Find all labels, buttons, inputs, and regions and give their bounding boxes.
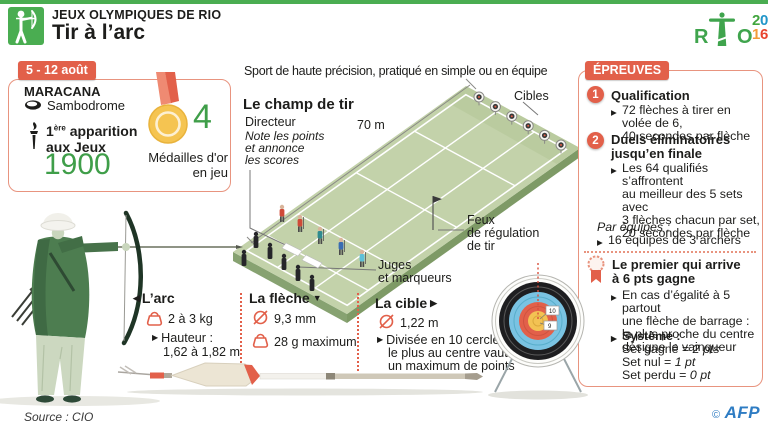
afp-wordmark: AFP (724, 403, 761, 422)
page-title: Tir à l’arc (52, 21, 146, 44)
bow-height-label: Hauteur : (152, 331, 213, 345)
director-note-1: Note les points (245, 129, 325, 143)
judge-figures (241, 231, 315, 291)
lights-label-2: de régulation (467, 226, 540, 240)
logo-letter-o: O (737, 26, 753, 48)
source-credit: Source : CIO (24, 410, 94, 424)
events-badge: ÉPREUVES (585, 61, 670, 80)
copyright-symbol: © (712, 409, 721, 421)
winner-rule-1: Le premier qui arrive (612, 257, 741, 272)
first-appearance-line2: aux Jeux (46, 139, 106, 155)
header-kicker: JEUX OLYMPIQUES DE RIO (52, 8, 222, 22)
logo-digit-2: 2 (752, 12, 761, 29)
shooting-range-illustration (233, 78, 580, 323)
torch-icon (30, 122, 38, 149)
medals-label-1: Médailles d'or (148, 150, 228, 165)
system-line-1: Set gagné = 2 pts (622, 342, 720, 356)
divider-dotted-2 (357, 293, 359, 371)
target-title: La cible ▶ (375, 295, 438, 311)
target-score-tag: 10 (549, 309, 556, 315)
target-score-tag: 9 (548, 324, 552, 330)
target-desc-3: un maximum de points (388, 359, 515, 373)
afp-logo: © AFP (712, 403, 760, 423)
event-number-1: 1 (587, 86, 604, 103)
bow-height-value: 1,62 à 1,82 m (163, 345, 241, 359)
system-label: Système : (611, 330, 763, 345)
panel-divider (584, 251, 756, 253)
event-1-details: 72 flèches à tirer en volée de 6, 40 sec… (611, 104, 761, 143)
first-year: 1900 (44, 148, 111, 181)
event-title-2b: jusqu’en finale (611, 146, 703, 161)
diameter-icon (253, 310, 268, 325)
venue-name: MARACANA (24, 84, 101, 99)
targets-label: Cibles (514, 89, 549, 103)
event-number-2: 2 (587, 132, 604, 149)
target-illustration: 10 9 (488, 263, 588, 400)
logo-digit-1: 1 (752, 26, 761, 43)
event-title-2a: Duels éliminatoires (611, 132, 731, 147)
christ-redeemer-icon (708, 12, 736, 46)
divider-dotted-1 (240, 293, 242, 371)
director-note-3: les scores (245, 153, 300, 167)
judges-label-1: Juges (378, 258, 412, 272)
logo-digit-6: 6 (760, 26, 768, 43)
system-line-2: Set nul = 1 pt (622, 355, 696, 369)
logo-digit-0: 0 (760, 12, 768, 29)
first-appearance-line1: 1ère apparition (46, 123, 138, 139)
arrow-illustration (117, 362, 483, 396)
arrow-title: La flèche ▼ (249, 290, 322, 306)
target-desc-2: le plus au centre vaut (388, 346, 508, 360)
info-box (8, 79, 231, 192)
teams-label: Par équipes : (597, 220, 671, 234)
director-note-2: et annonce (245, 141, 305, 155)
right-triangle-icon: ▶ (430, 298, 438, 308)
system-block: Système : Set gagné = 2 pts Set nul = 1 … (611, 330, 763, 382)
target-desc-1: Divisée en 10 cercles, (377, 333, 509, 347)
weight-icon (146, 311, 163, 326)
director-label: Directeur (245, 115, 296, 129)
archer-pictogram-icon (15, 10, 37, 44)
arrow-diameter: 9,3 mm (274, 312, 316, 326)
distance-label: 70 m (357, 118, 385, 132)
field-title: Le champ de tir (243, 96, 354, 113)
gold-medal-icon (148, 72, 188, 144)
left-triangle-icon: ◀ (133, 293, 140, 303)
bow-weight: 2 à 3 kg (168, 312, 213, 326)
rosette-award-icon (587, 255, 605, 283)
arrow-weight: 28 g maximum (274, 335, 357, 349)
system-line-3: Set perdu = 0 pt (622, 368, 711, 382)
venue-sub: Sambodrome (47, 98, 126, 113)
top-green-bar (0, 0, 768, 4)
dates-badge: 5 - 12 août (18, 61, 96, 80)
judges-label-2: et marqueurs (378, 271, 452, 285)
lights-label-3: de tir (467, 239, 495, 253)
target-score-tags: 10 9 (539, 305, 560, 331)
archer-photo (0, 210, 243, 406)
bullet-icon (377, 333, 386, 347)
mini-targets (473, 91, 567, 154)
bullet-icon (152, 331, 161, 345)
archer-figures (279, 204, 366, 267)
weight-icon (252, 333, 269, 348)
diameter-icon (379, 314, 394, 329)
stadium-oval-icon (25, 100, 41, 110)
down-triangle-icon: ▼ (312, 293, 322, 303)
bow-title: ◀ L’arc (133, 290, 175, 306)
lights-label-1: Feux (467, 213, 495, 227)
medals-label-2: en jeu (192, 165, 228, 180)
target-diameter: 1,22 m (400, 316, 439, 330)
teams-detail: 16 équipes de 3 archers (597, 234, 757, 249)
event-title-1: Qualification (611, 88, 690, 103)
intro-text: Sport de haute précision, pratiqué en si… (244, 64, 548, 78)
winner-rule-2: à 6 pts gagne (612, 271, 696, 286)
logo-letter-r: R (694, 26, 709, 48)
rio-2016-logo: R O 2 0 1 6 (694, 10, 768, 50)
archer-pictogram-box (8, 7, 44, 45)
medals-count: 4 (193, 98, 212, 136)
